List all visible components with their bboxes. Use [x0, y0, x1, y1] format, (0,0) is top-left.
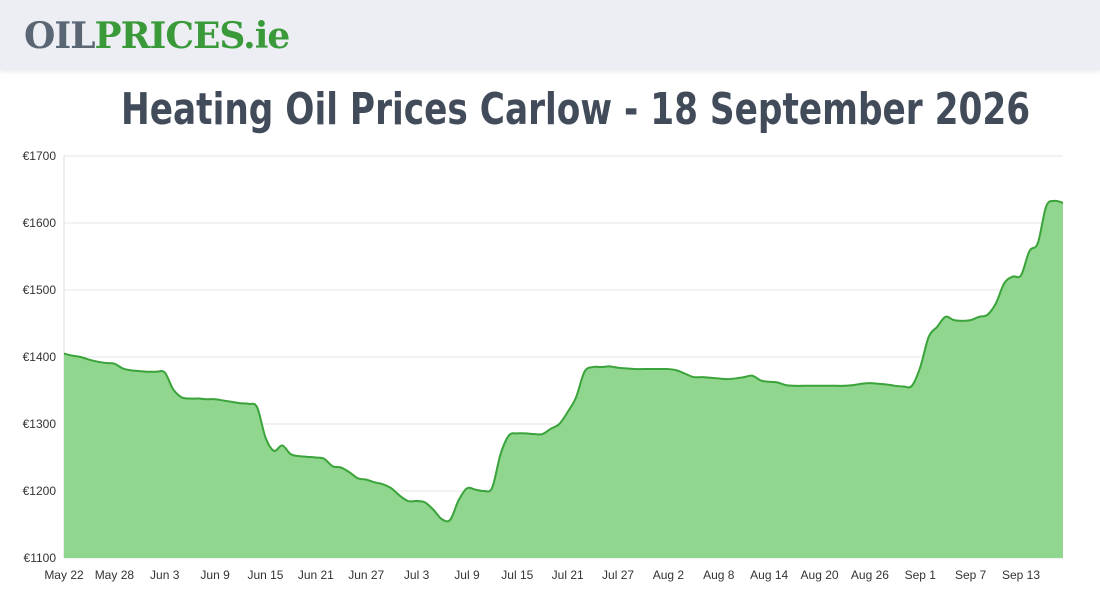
- x-tick-label: Sep 7: [955, 568, 987, 582]
- x-tick-label: Jul 27: [602, 568, 634, 582]
- price-line: [63, 199, 1064, 523]
- x-tick-label: Aug 14: [750, 568, 788, 582]
- x-tick-label: Aug 26: [851, 568, 889, 582]
- page-title: Heating Oil Prices Carlow - 18 September…: [121, 84, 1031, 135]
- x-tick-label: Aug 8: [703, 568, 735, 582]
- price-chart: €1100 €1200 €1300 €1400 €1500 €1600 €1700 May 2…: [23, 149, 1064, 582]
- y-tick-label: €1700: [23, 149, 57, 163]
- x-tick-label: Sep 1: [905, 568, 937, 582]
- x-tick-label: Jun 15: [247, 568, 283, 582]
- x-tick-label: Jul 9: [454, 568, 480, 582]
- x-tick-label: Jul 21: [552, 568, 584, 582]
- x-tick-label: Jul 3: [404, 568, 430, 582]
- x-tick-label: Jun 27: [348, 568, 384, 582]
- x-tick-label: Jul 15: [501, 568, 533, 582]
- x-tick-label: Jun 9: [200, 568, 230, 582]
- x-tick-label: May 22: [44, 568, 84, 582]
- logo-oil: OIL: [24, 15, 96, 57]
- y-tick-label: €1500: [23, 283, 57, 297]
- x-tick-label: Aug 2: [653, 568, 685, 582]
- logo-tld: .ie: [243, 15, 290, 57]
- x-tick-label: Jun 3: [150, 568, 180, 582]
- y-tick-label: €1400: [23, 350, 57, 364]
- logo-prices: PRICES: [94, 15, 245, 57]
- x-tick-label: Sep 13: [1002, 568, 1040, 582]
- price-area: [64, 200, 1063, 558]
- y-tick-label: €1300: [23, 417, 57, 431]
- header-bar: OILPRICES.ie: [0, 0, 1100, 70]
- x-tick-label: Jun 21: [298, 568, 334, 582]
- y-tick-label: €1600: [23, 216, 57, 230]
- site-logo[interactable]: OILPRICES.ie: [24, 15, 290, 57]
- y-tick-label: €1100: [24, 551, 57, 565]
- x-tick-label: May 28: [95, 568, 135, 582]
- y-tick-label: €1200: [23, 484, 57, 498]
- x-tick-label: Aug 20: [801, 568, 839, 582]
